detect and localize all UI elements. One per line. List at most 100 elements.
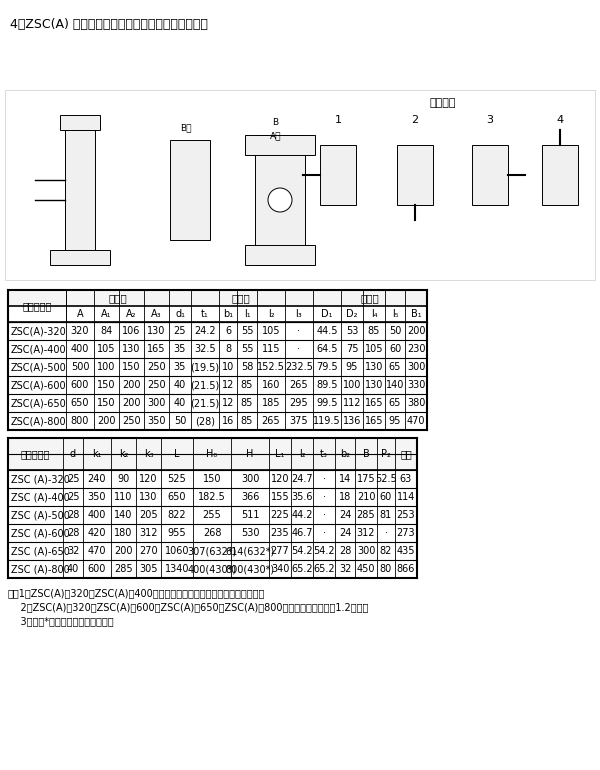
Text: l₂: l₂: [268, 309, 274, 319]
Text: 1340: 1340: [165, 564, 189, 574]
Text: 1060: 1060: [165, 546, 189, 556]
Circle shape: [268, 188, 292, 212]
Text: l₄: l₄: [371, 309, 377, 319]
Text: 32.5: 32.5: [194, 344, 216, 354]
Text: 52.5: 52.5: [375, 474, 397, 484]
Text: 减速机型号: 减速机型号: [21, 449, 50, 459]
Text: 232.5: 232.5: [285, 362, 313, 372]
Text: 400: 400: [71, 344, 89, 354]
Text: L: L: [174, 449, 180, 459]
Text: 2: 2: [412, 115, 419, 125]
Text: 119.5: 119.5: [313, 416, 341, 426]
Text: 18: 18: [339, 492, 351, 502]
Text: 350: 350: [147, 416, 166, 426]
Text: 85: 85: [241, 380, 253, 390]
Text: A: A: [77, 309, 83, 319]
Text: H: H: [247, 449, 254, 459]
Text: ZSC(A)-500: ZSC(A)-500: [11, 362, 67, 372]
Text: 300: 300: [357, 546, 375, 556]
Text: B: B: [272, 118, 278, 127]
Text: k₁: k₁: [92, 449, 102, 459]
Text: 主动轴: 主动轴: [232, 293, 250, 303]
Text: 1: 1: [335, 115, 341, 125]
Text: 106: 106: [122, 326, 140, 336]
Text: 420: 420: [88, 528, 106, 538]
Text: 60: 60: [380, 492, 392, 502]
Text: 28: 28: [339, 546, 351, 556]
Text: 114: 114: [397, 492, 415, 502]
Text: A₂: A₂: [126, 309, 137, 319]
Text: 277: 277: [271, 546, 289, 556]
Text: 54.2: 54.2: [313, 546, 335, 556]
Text: 64.5: 64.5: [316, 344, 338, 354]
Text: 165: 165: [365, 398, 383, 408]
Text: 115: 115: [262, 344, 280, 354]
Text: 955: 955: [167, 528, 187, 538]
Text: 99.5: 99.5: [316, 398, 338, 408]
Text: k₃: k₃: [143, 449, 154, 459]
Text: 160: 160: [262, 380, 280, 390]
Text: 4: 4: [556, 115, 563, 125]
Text: 152.5: 152.5: [257, 362, 285, 372]
Text: 35: 35: [174, 362, 186, 372]
Text: 44.2: 44.2: [291, 510, 313, 520]
Text: 312: 312: [139, 528, 158, 538]
Bar: [472, 145, 508, 205]
Text: 300: 300: [148, 398, 166, 408]
Text: 822: 822: [167, 510, 187, 520]
Text: 866: 866: [397, 564, 415, 574]
Text: 53: 53: [346, 326, 358, 336]
Text: 24.7: 24.7: [291, 474, 313, 484]
Bar: [255, 135, 305, 265]
Text: 200: 200: [114, 546, 133, 556]
Text: P₂: P₂: [381, 449, 391, 459]
Text: 165: 165: [365, 416, 383, 426]
Text: l₁: l₁: [244, 309, 250, 319]
Text: 130: 130: [148, 326, 166, 336]
Text: 250: 250: [147, 380, 166, 390]
Text: 600: 600: [71, 380, 89, 390]
Text: 140: 140: [386, 380, 404, 390]
Text: b₁: b₁: [223, 309, 233, 319]
Text: 63: 63: [400, 474, 412, 484]
Text: 81: 81: [380, 510, 392, 520]
Text: 85: 85: [241, 416, 253, 426]
Text: d₁: d₁: [175, 309, 185, 319]
Text: 中心距: 中心距: [108, 293, 127, 303]
Text: 130: 130: [365, 362, 383, 372]
Text: 50: 50: [389, 326, 401, 336]
Text: ·: ·: [323, 474, 325, 484]
Text: 250: 250: [122, 416, 141, 426]
Text: 105: 105: [262, 326, 280, 336]
Text: ZSC(A)-600: ZSC(A)-600: [11, 380, 67, 390]
Text: 12: 12: [222, 380, 234, 390]
Text: 650: 650: [71, 398, 89, 408]
Text: 35: 35: [174, 344, 186, 354]
Text: 366: 366: [241, 492, 259, 502]
Text: 400: 400: [88, 510, 106, 520]
Text: 650: 650: [168, 492, 186, 502]
Text: 330: 330: [407, 380, 425, 390]
Text: l₅: l₅: [392, 309, 398, 319]
Text: 35.6: 35.6: [291, 492, 313, 502]
Text: 435: 435: [397, 546, 415, 556]
Text: b₂: b₂: [340, 449, 350, 459]
Text: ZSC (A)-800: ZSC (A)-800: [11, 564, 70, 574]
Text: B₁: B₁: [410, 309, 421, 319]
Bar: [245, 135, 315, 155]
Text: 130: 130: [122, 344, 140, 354]
Text: 32: 32: [67, 546, 79, 556]
Text: 150: 150: [203, 474, 221, 484]
Text: ·: ·: [323, 492, 325, 502]
Text: ZSC(A)-400: ZSC(A)-400: [11, 344, 67, 354]
Text: 600: 600: [88, 564, 106, 574]
Text: A₃: A₃: [151, 309, 162, 319]
Text: 130: 130: [139, 492, 158, 502]
Text: 40: 40: [174, 380, 186, 390]
Bar: [397, 145, 433, 205]
Text: 150: 150: [97, 398, 116, 408]
Text: 25: 25: [67, 492, 79, 502]
Text: 200: 200: [122, 380, 141, 390]
Text: 82: 82: [380, 546, 392, 556]
Text: 285: 285: [356, 510, 376, 520]
